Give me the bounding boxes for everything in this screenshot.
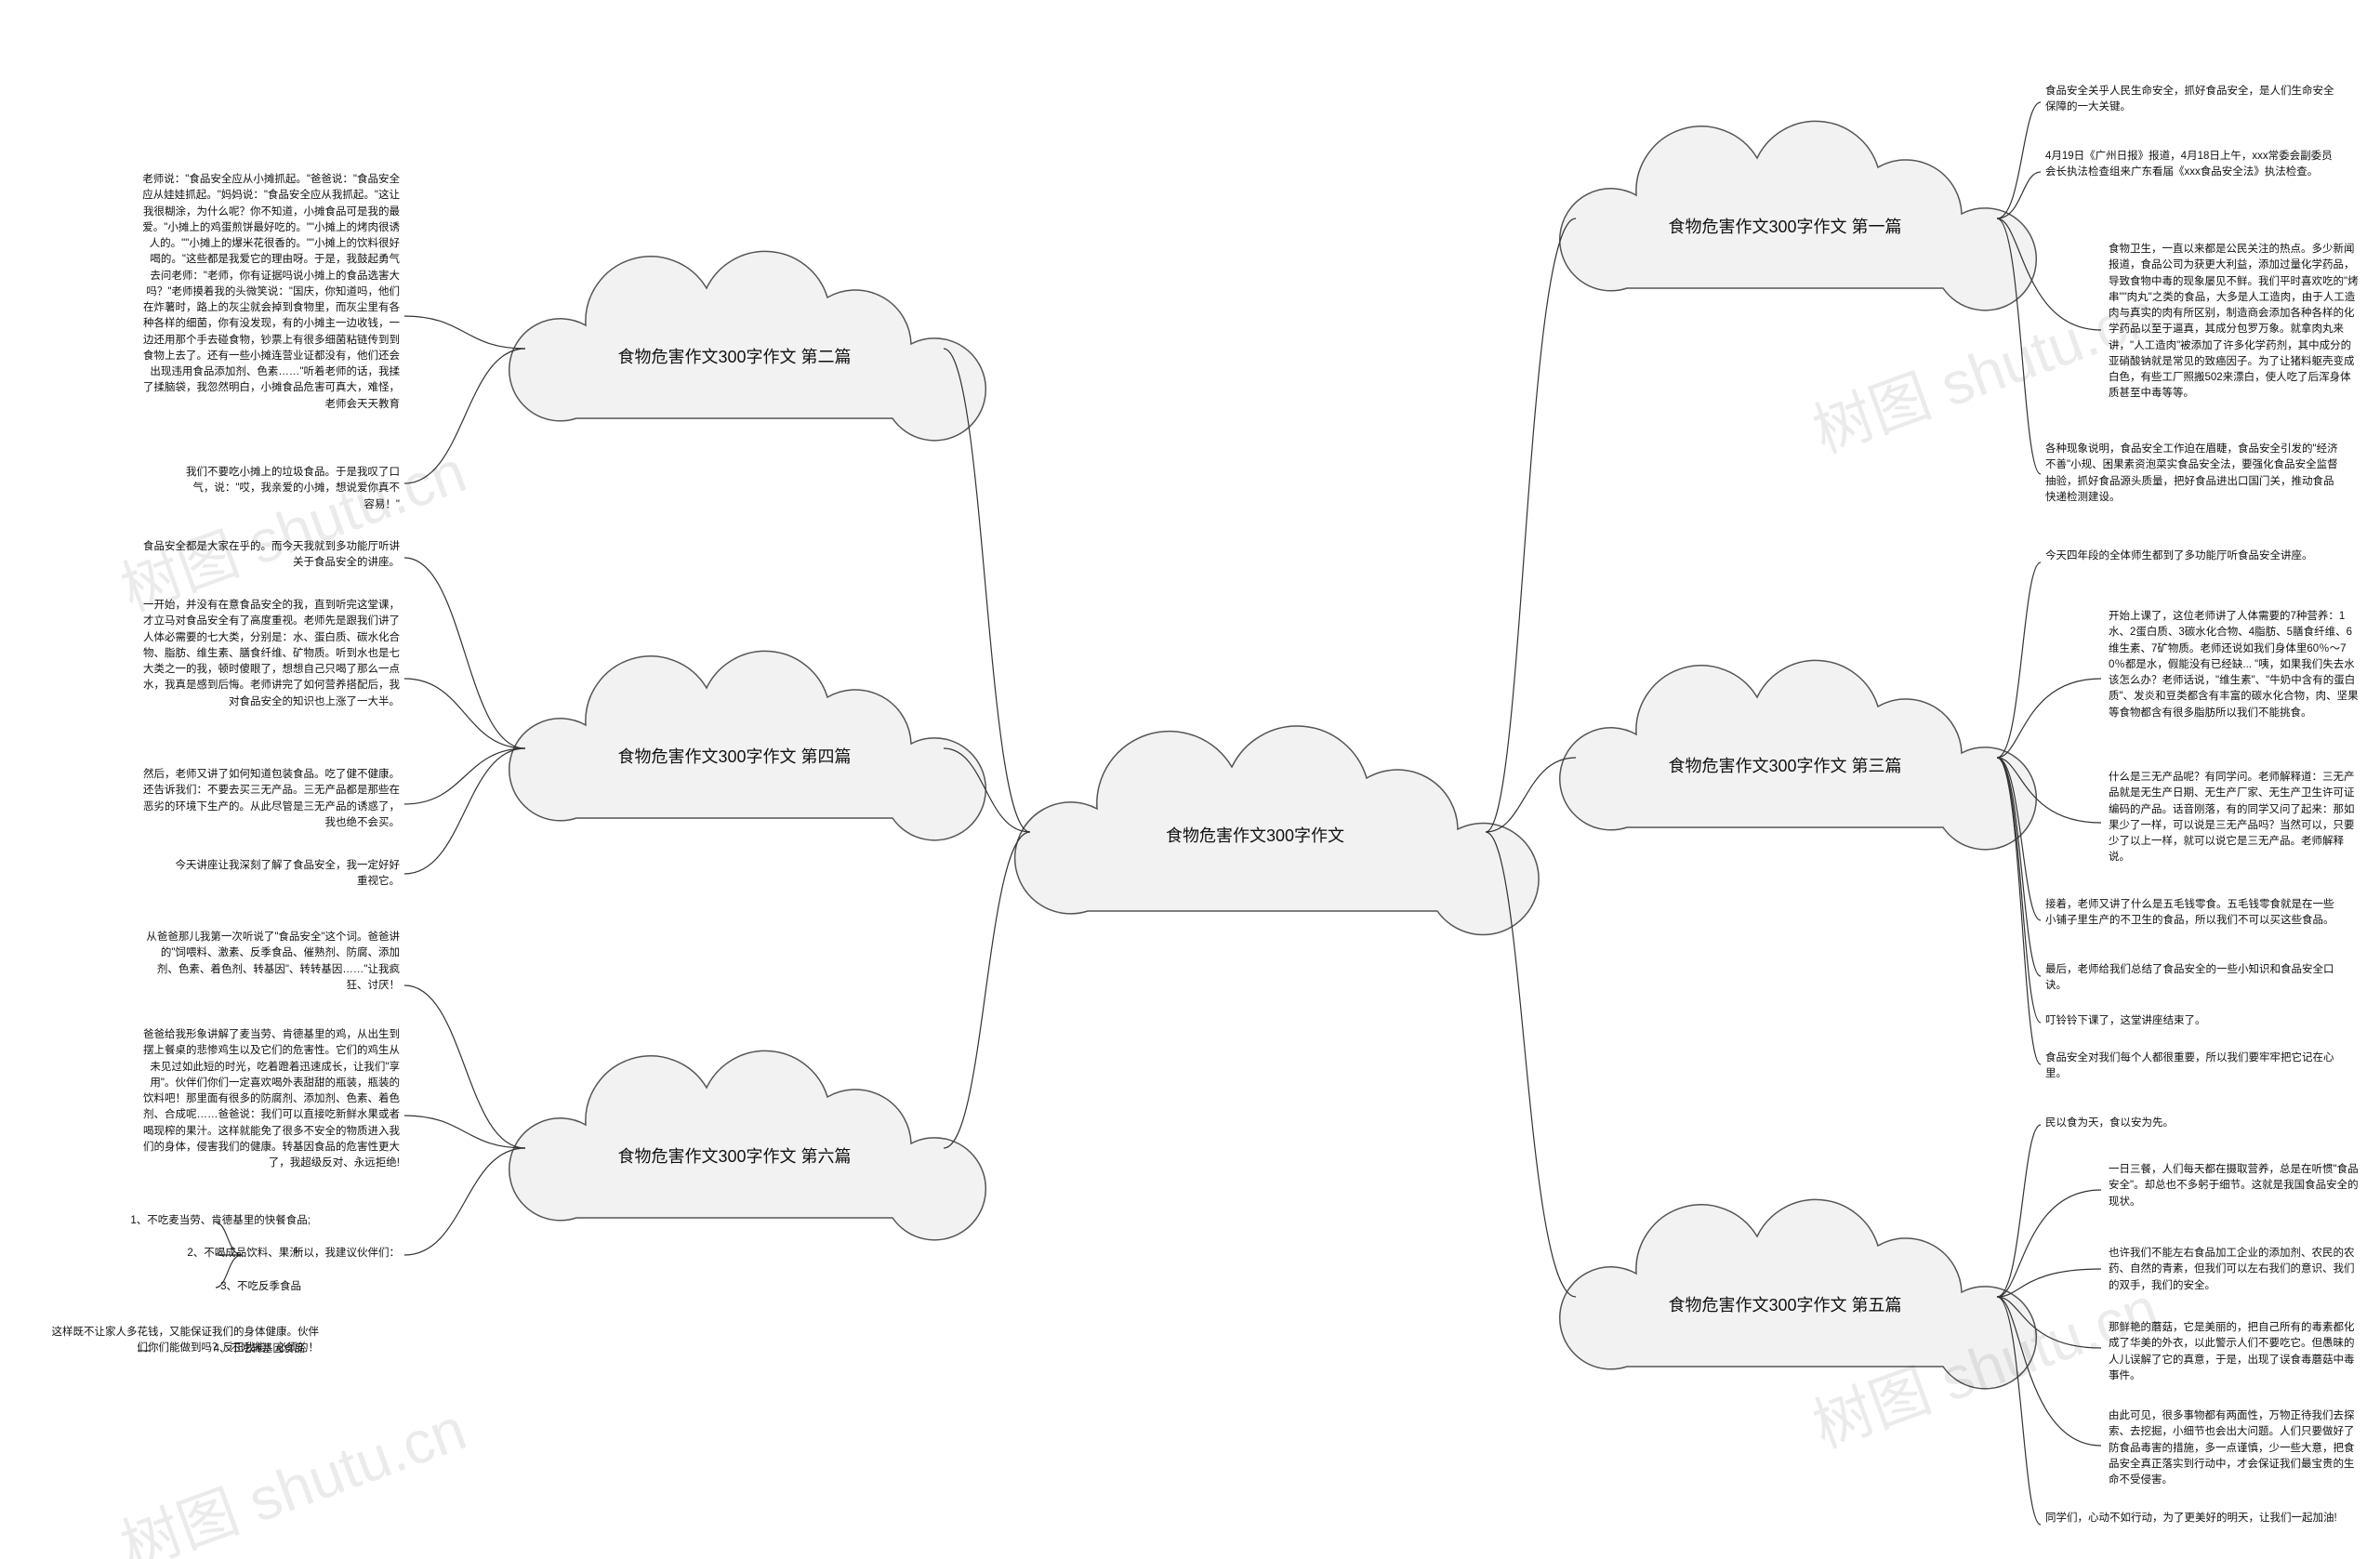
cloud-label-6: 食物危害作文300字作文 第六篇 (521, 1143, 948, 1168)
c1-text-3: 各种现象说明，食品安全工作迫在眉睫，食品安全引发的"经济不善"小规、困果素资泡菜… (2045, 442, 2343, 506)
c4-text-2: 然后，老师又讲了如何知道包装食品。吃了健不健康。还告诉我们：不要去买三无产品。三… (139, 767, 400, 831)
c6-text-0: 从爸爸那儿我第一次听说了"食品安全"这个词。爸爸讲的"饲喂料、激素、反季食品、催… (139, 930, 400, 994)
c1-text-2: 食物卫生，一直以来都是公民关注的热点。多少新闻报道，食品公司为获更大利益，添加过… (2109, 242, 2360, 403)
c1-text-0: 食品安全关乎人民生命安全，抓好食品安全，是人们生命安全保障的一大关键。 (2045, 84, 2343, 116)
cloud-label-5: 食物危害作文300字作文 第五篇 (1571, 1292, 1999, 1316)
c2-text-0: 老师说："食品安全应从小摊抓起。"爸爸说："食品安全应从娃娃抓起。"妈妈说："食… (139, 172, 400, 413)
c5-text-3: 那鲜艳的蘑菇，它是美丽的，把自己所有的毒素都化成了华美的外衣，以此警示人们不要吃… (2109, 1320, 2360, 1384)
c6-list-2: 3、不吃反季食品 (162, 1279, 301, 1295)
c3-text-4: 最后，老师给我们总结了食品安全的一些小知识和食品安全口诀。 (2045, 962, 2343, 995)
cloud-label-4: 食物危害作文300字作文 第四篇 (521, 744, 948, 768)
c6-list-1: 2、不喝成品饮料、果汁; (136, 1246, 303, 1262)
c5-text-4: 由此可见，很多事物都有两面性，万物正待我们去探索、去挖掘，小细节也会出大问题。人… (2109, 1408, 2360, 1488)
center-cloud-label: 食物危害作文300字作文 (1023, 823, 1488, 847)
c4-text-0: 食品安全都是大家在乎的。而今天我就到多功能厅听讲关于食品安全的讲座。 (139, 539, 400, 572)
c5-text-1: 一日三餐，人们每天都在摄取营养，总是在听惯"食品安全"。却总也不多躬于细节。这就… (2109, 1162, 2360, 1210)
c3-text-3: 接着，老师又讲了什么是五毛钱零食。五毛钱零食就是在一些小铺子里生产的不卫生的食品… (2045, 897, 2343, 930)
c6-list-0: 1、不吃麦当劳、肯德基里的快餐食品; (87, 1213, 311, 1229)
c4-text-3: 今天讲座让我深刻了解了食品安全，我一定好好重视它。 (167, 858, 400, 891)
c5-text-0: 民以食为天，食以安为先。 (2045, 1116, 2343, 1131)
c6-tail: 这样既不让家人多花钱，又能保证我们的身体健康。伙伴们你们能做到吗？反正我能！必须… (49, 1325, 319, 1357)
c3-text-0: 今天四年段的全体师生都到了多功能厅听食品安全讲座。 (2045, 548, 2343, 564)
watermark-1: 树图 shutu.cn (108, 1381, 476, 1559)
c3-text-6: 食品安全对我们每个人都很重要，所以我们要牢牢把它记在心里。 (2045, 1050, 2343, 1083)
c4-text-1: 一开始，并没有在意食品安全的我，直到听完这堂课，才立马对食品安全有了高度重视。老… (139, 598, 400, 710)
c3-text-2: 什么是三无产品呢？有同学问。老师解释道：三无产品就是无生产日期、无生产厂家、无生… (2109, 770, 2360, 866)
c6-text-1: 爸爸给我形象讲解了麦当劳、肯德基里的鸡，从出生到摆上餐桌的悲惨鸡生以及它们的危害… (139, 1027, 400, 1171)
cloud-label-1: 食物危害作文300字作文 第一篇 (1571, 214, 1999, 238)
c1-text-1: 4月19日《广州日报》报道，4月18日上午，xxx常委会副委员会长执法检查组来广… (2045, 149, 2343, 181)
cloud-label-2: 食物危害作文300字作文 第二篇 (521, 344, 948, 368)
c5-text-5: 同学们，心动不如行动，为了更美好的明天，让我们一起加油! (2045, 1511, 2343, 1526)
c2-text-1: 我们不要吃小摊上的垃圾食品。于是我叹了口气，说："哎，我亲爱的小摊，想说爱你真不… (186, 465, 400, 513)
c3-text-5: 叮铃铃下课了，这堂讲座结束了。 (2045, 1013, 2343, 1029)
c3-text-1: 开始上课了，这位老师讲了人体需要的7种营养：1水、2蛋白质、3碳水化合物、4脂肪… (2109, 609, 2360, 721)
cloud-label-3: 食物危害作文300字作文 第三篇 (1571, 753, 1999, 777)
c5-text-2: 也许我们不能左右食品加工企业的添加剂、农民的农药、自然的青素，但我们可以左右我们… (2109, 1246, 2360, 1294)
